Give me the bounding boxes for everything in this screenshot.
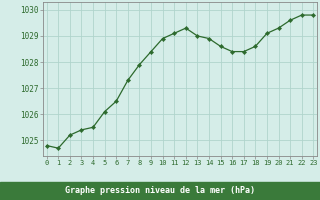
Text: Graphe pression niveau de la mer (hPa): Graphe pression niveau de la mer (hPa) — [65, 186, 255, 195]
